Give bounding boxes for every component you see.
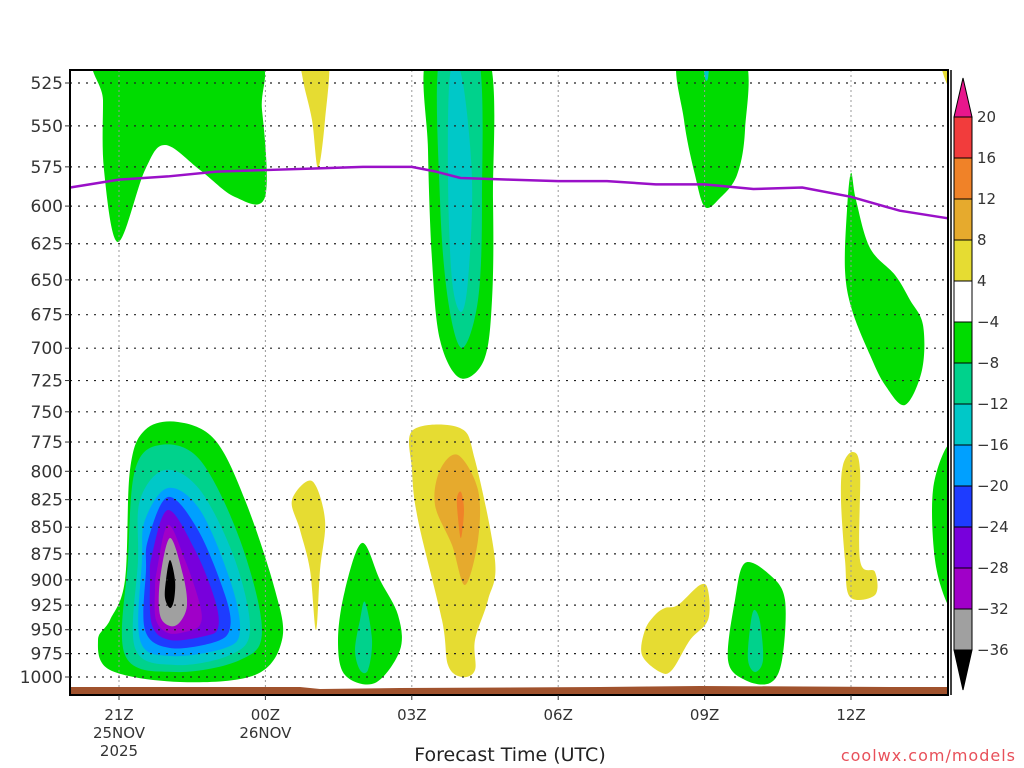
- y-tick-label: 850: [31, 518, 63, 538]
- colorbar-tick-label: −24: [977, 518, 1009, 536]
- colorbar: 20 16 12 8 4 −4 −8 −12 −16 −20 −24 −28 −32 −36: [950, 70, 1009, 695]
- y-tick-label: 625: [31, 235, 63, 255]
- omega-negative-02z-core: [355, 601, 373, 674]
- colorbar-bin: [953, 444, 973, 487]
- omega-positive-01z-lower: [291, 480, 326, 630]
- colorbar-arrow-bottom: [953, 649, 973, 691]
- omega-positive-08z-low: [641, 583, 710, 674]
- colorbar-tick-label: −4: [977, 313, 999, 331]
- ground-layer: [70, 686, 948, 695]
- x-tick-label: 12Z: [836, 706, 865, 724]
- omega-negative-09z-upper: [676, 46, 749, 209]
- colorbar-tick-label: −32: [977, 600, 1009, 618]
- x-tick-label: 25NOV: [93, 724, 146, 742]
- surface-ground: [70, 686, 948, 695]
- colorbar-tick-label: 12: [977, 190, 996, 208]
- freezing-level-line: [70, 165, 949, 220]
- freezing-level-contour: [70, 165, 949, 220]
- y-tick-label: 875: [31, 545, 63, 565]
- omega-positive-04z-level-12: [456, 491, 464, 539]
- y-tick-label: 1000: [20, 668, 63, 688]
- colorbar-bin: [953, 280, 973, 323]
- x-tick-label: 03Z: [397, 706, 426, 724]
- x-axis-label: Forecast Time (UTC): [414, 744, 606, 766]
- y-tick-label: 775: [31, 433, 63, 453]
- colorbar-tick-label: −8: [977, 354, 999, 372]
- y-tick-label: 900: [31, 571, 63, 591]
- axes: 525 550 575 600 625 650 675 700 725 750 775 800 825 8…: [20, 69, 949, 760]
- x-tick-label: 2025: [100, 742, 138, 760]
- y-tick-label: 750: [31, 403, 63, 423]
- colorbar-bin: [953, 239, 973, 282]
- omega-negative-02z-low: [338, 542, 402, 685]
- y-tick-label: 600: [31, 197, 63, 217]
- y-tick-label: 650: [31, 271, 63, 291]
- y-tick-label: 525: [31, 74, 63, 94]
- colorbar-tick-label: 4: [977, 272, 987, 290]
- colorbar-bin: [953, 485, 973, 528]
- colorbar-bin: [953, 526, 973, 569]
- y-tick-label: 975: [31, 645, 63, 665]
- y-tick-label: 925: [31, 596, 63, 616]
- y-tick-label: 725: [31, 372, 63, 392]
- omega-region-upper-left: [92, 48, 267, 242]
- x-tick-label: 26NOV: [239, 724, 292, 742]
- y-tick-label: 675: [31, 306, 63, 326]
- x-tick-label: 00Z: [251, 706, 280, 724]
- omega-core-level-36: [164, 560, 176, 609]
- x-tick-label: 06Z: [544, 706, 573, 724]
- y-tick-label: 950: [31, 621, 63, 641]
- colorbar-bin: [953, 567, 973, 610]
- omega-column-04z-level-12: [447, 63, 473, 312]
- colorbar-tick-label: 20: [977, 108, 996, 126]
- y-tick-label: 700: [31, 339, 63, 359]
- omega-positive-04z-level-8: [434, 454, 481, 586]
- colorbar-tick-label: 8: [977, 231, 987, 249]
- colorbar-tick-label: −16: [977, 436, 1009, 454]
- grid-lines: [70, 70, 948, 688]
- x-tick-label: 09Z: [690, 706, 719, 724]
- y-tick-label: 550: [31, 117, 63, 137]
- colorbar-bin: [953, 321, 973, 364]
- colorbar-bin: [953, 198, 973, 241]
- colorbar-tick-label: 16: [977, 149, 996, 167]
- credit-text: coolwx.com/models: [840, 746, 1016, 765]
- colorbar-tick-label: −12: [977, 395, 1009, 413]
- colorbar-tick-label: −20: [977, 477, 1009, 495]
- x-tick-label: 21Z: [104, 706, 133, 724]
- omega-negative-12z-mid: [844, 172, 925, 406]
- y-tick-label: 800: [31, 462, 63, 482]
- colorbar-tick-label: −36: [977, 641, 1009, 659]
- omega-positive-12z-low: [840, 451, 878, 601]
- y-tick-label: 575: [31, 158, 63, 178]
- omega-negative-10z-core: [747, 609, 764, 672]
- plot-frame: [69, 69, 949, 696]
- colorbar-bin: [953, 362, 973, 405]
- colorbar-bin: [953, 116, 973, 159]
- omega-positive-01z-upper: [300, 49, 330, 168]
- colorbar-bin: [953, 157, 973, 200]
- y-tick-label: 825: [31, 491, 63, 511]
- colorbar-tick-label: −28: [977, 559, 1009, 577]
- colorbar-bin: [953, 608, 973, 651]
- colorbar-bin: [953, 403, 973, 446]
